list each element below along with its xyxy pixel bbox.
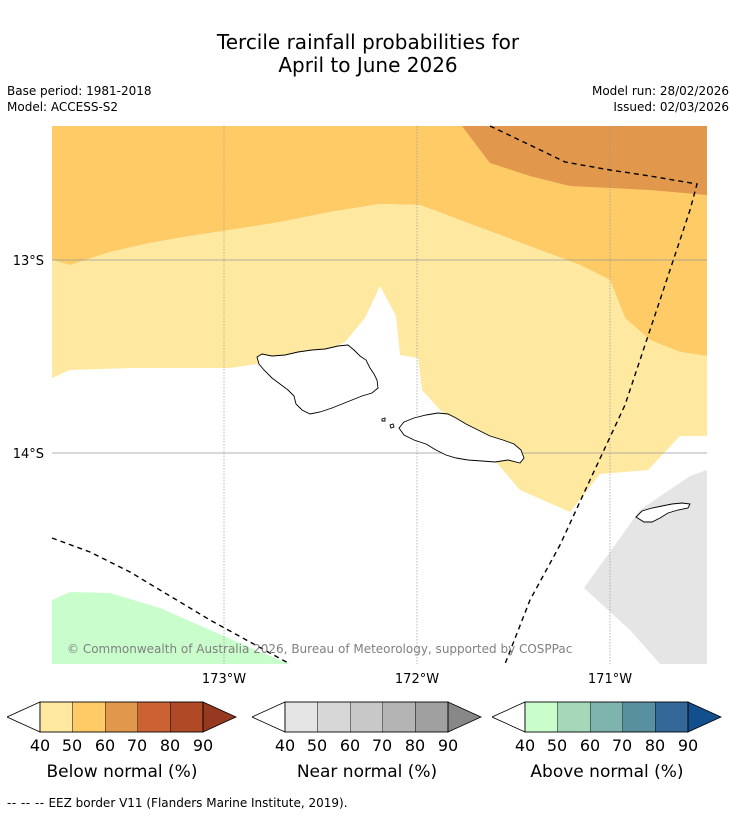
- legend-color-box: [557, 701, 591, 733]
- below-50-60-region: [52, 126, 707, 356]
- legend-above-bar: [492, 701, 722, 733]
- legend-color-box: [349, 701, 383, 733]
- upolu-island: [398, 412, 525, 464]
- savaii-island: [256, 344, 379, 415]
- legend-color-box: [415, 701, 449, 733]
- copyright-text: © Commonwealth of Australia 2026, Bureau…: [67, 642, 572, 656]
- legend-below-title: Below normal (%): [46, 762, 198, 782]
- legend-below-bar: [7, 701, 237, 733]
- title-line-2: April to June 2026: [278, 53, 458, 77]
- lon-label-173w: 173°W: [202, 672, 246, 687]
- probability-map: © Commonwealth of Australia 2026, Bureau…: [13, 125, 707, 687]
- legend-color-box: [317, 701, 351, 733]
- apolima-island: [389, 423, 395, 429]
- legend-outline: [524, 701, 689, 733]
- model-run: Model run: 28/02/2026: [591, 84, 729, 98]
- gridlines: [52, 126, 707, 664]
- legend-color-box: [104, 701, 138, 733]
- legend-near-tick: 80: [404, 736, 426, 755]
- eez-border-southwest: [51, 537, 291, 665]
- base-period: Base period: 1981-2018: [7, 84, 152, 98]
- lat-label-13s: 13°S: [13, 254, 44, 269]
- legend-below-tick: 60: [94, 736, 116, 755]
- legend-outline: [284, 701, 449, 733]
- legend-high-extension: [687, 701, 722, 733]
- eez-borders: [51, 125, 698, 665]
- legend-color-box: [39, 701, 73, 733]
- legend-color-box: [382, 701, 416, 733]
- manono-island: [381, 417, 386, 422]
- issued-date: Issued: 02/03/2026: [613, 100, 729, 114]
- legend-above-tick: 50: [546, 736, 568, 755]
- near-normal-region: [584, 470, 707, 664]
- legend-near-title: Near normal (%): [296, 762, 438, 782]
- model-name: Model: ACCESS-S2: [7, 100, 119, 114]
- footnote-text: EEZ border V11 (Flanders Marine Institut…: [48, 796, 348, 810]
- legend-outline: [39, 701, 204, 733]
- meta-right: Model run: 28/02/2026 Issued: 02/03/2026: [592, 83, 729, 115]
- chart-title: Tercile rainfall probabilities for April…: [0, 31, 736, 77]
- legend-near-normal: 40 50 60 70 80 90 Near normal (%): [252, 700, 482, 800]
- tutuila-island: [635, 502, 691, 523]
- meta-left: Base period: 1981-2018 Model: ACCESS-S2: [7, 83, 152, 115]
- eez-line-symbol: -- -- --: [7, 796, 45, 810]
- legend-above-normal: 40 50 60 70 80 90 Above normal (%): [492, 700, 722, 800]
- legend-below-tick: 70: [126, 736, 148, 755]
- lon-label-171w: 171°W: [588, 672, 632, 687]
- coastlines: [256, 344, 691, 523]
- legend-low-extension: [7, 701, 41, 733]
- legend-color-box: [622, 701, 656, 733]
- legend-low-extension: [492, 701, 526, 733]
- legend-near-bar: [252, 701, 482, 733]
- above-40-50-region: [52, 592, 290, 664]
- legend-color-box: [170, 701, 204, 733]
- legend-color-box: [524, 701, 558, 733]
- legend-below-tick: 40: [29, 736, 51, 755]
- legend-above-title: Above normal (%): [530, 762, 684, 782]
- below-40-50-region: [52, 204, 707, 512]
- legend-above-tick: 80: [644, 736, 666, 755]
- legend-near-tick: 50: [306, 736, 328, 755]
- legend-color-box: [137, 701, 171, 733]
- legend-below-tick: 50: [61, 736, 83, 755]
- legend-below-tick: 80: [159, 736, 181, 755]
- legend-near-tick: 70: [371, 736, 393, 755]
- below-60-70-region: [462, 126, 707, 195]
- legend-above-tick: 40: [514, 736, 536, 755]
- legend-high-extension: [447, 701, 482, 733]
- legend-above-tick: 90: [677, 736, 699, 755]
- footnote: -- -- -- EEZ border V11 (Flanders Marine…: [7, 796, 348, 810]
- legend-high-extension: [202, 701, 237, 733]
- legend-low-extension: [252, 701, 286, 733]
- legend-near-tick: 40: [274, 736, 296, 755]
- legend-near-tick: 90: [437, 736, 459, 755]
- lat-label-14s: 14°S: [13, 447, 44, 462]
- title-line-1: Tercile rainfall probabilities for: [216, 30, 520, 54]
- lon-label-172w: 172°W: [395, 672, 439, 687]
- legend-below-normal: 40 50 60 70 80 90 Below normal (%): [7, 700, 237, 800]
- legend-color-box: [284, 701, 318, 733]
- legend-above-tick: 70: [611, 736, 633, 755]
- legend-color-box: [655, 701, 689, 733]
- legend-color-box: [72, 701, 106, 733]
- legend-below-tick: 90: [192, 736, 214, 755]
- legend-near-tick: 60: [339, 736, 361, 755]
- eez-border-east: [489, 125, 698, 665]
- legend-color-box: [589, 701, 623, 733]
- legend-above-tick: 60: [579, 736, 601, 755]
